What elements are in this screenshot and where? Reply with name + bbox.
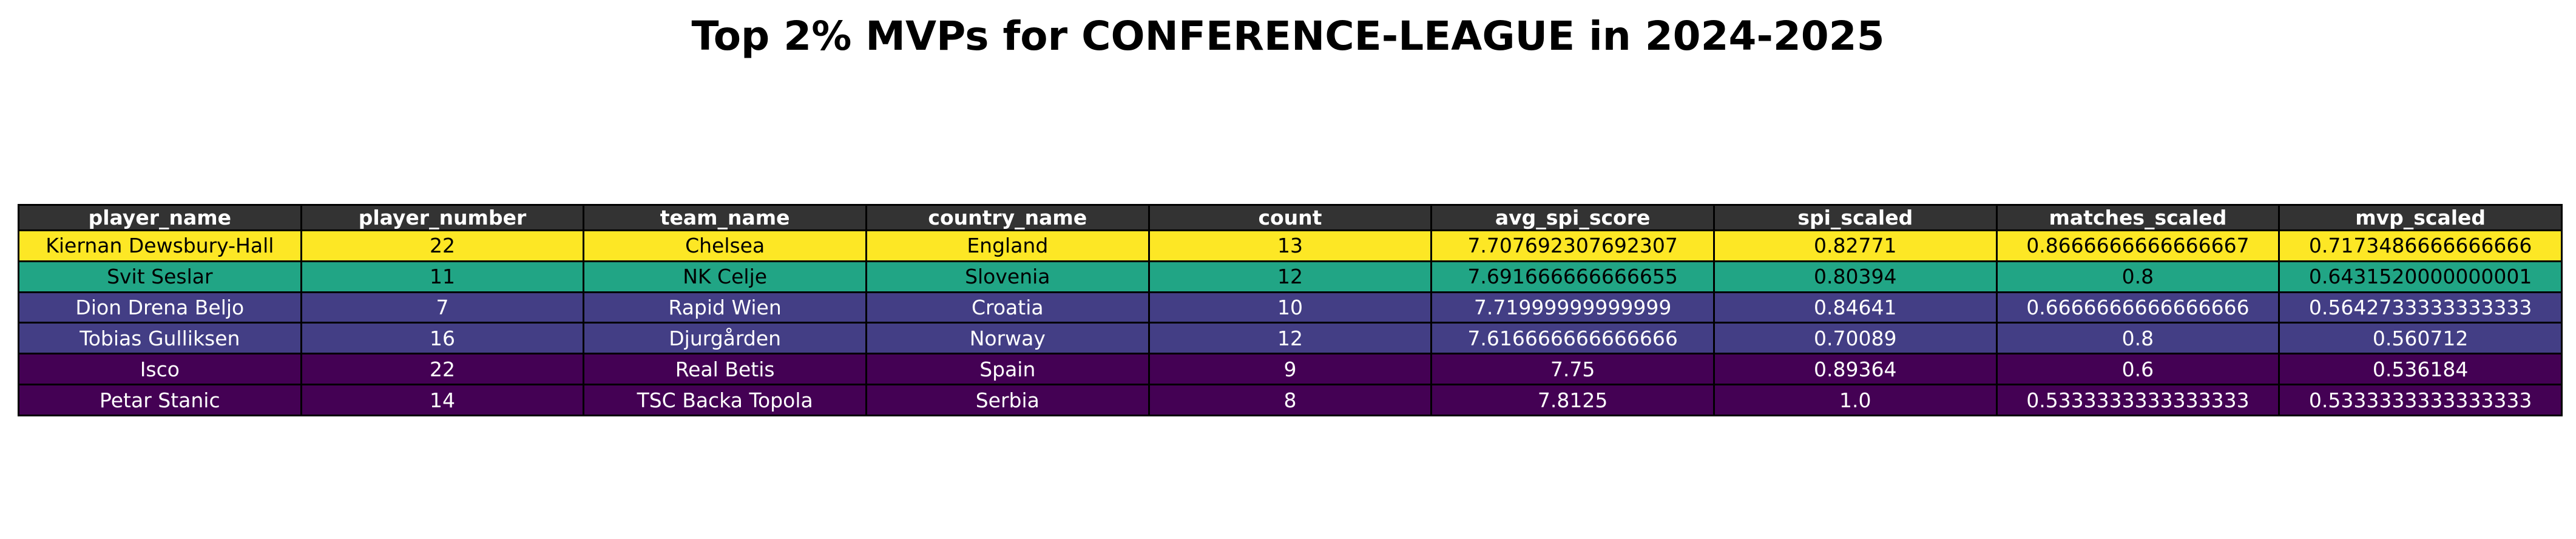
table-row: Svit Seslar 11 NK Celje Slovenia 12 7.6916666… [18,260,2563,293]
table-cell-country-name: Spain [865,353,1150,386]
table-cell-count: 8 [1148,384,1433,416]
table-cell-avg-spi-score: 7.707692307692307 [1430,229,1715,262]
column-header-matches-scaled: matches_scaled [1995,204,2280,231]
table-cell-country-name: Norway [865,322,1150,355]
table-cell-spi-scaled: 0.80394 [1712,260,1998,293]
table-cell-country-name: Slovenia [865,260,1150,293]
table-cell-count: 12 [1148,322,1433,355]
table-cell-mvp-scaled: 0.7173486666666666 [2278,229,2563,262]
table-cell-player-number: 22 [300,353,585,386]
column-header-team-name: team_name [583,204,867,231]
table-cell-matches-scaled: 0.5333333333333333 [1995,384,2280,416]
table-cell-country-name: Croatia [865,291,1150,324]
table-cell-player-number: 7 [300,291,585,324]
table-cell-mvp-scaled: 0.5642733333333333 [2278,291,2563,324]
table-cell-spi-scaled: 0.89364 [1712,353,1998,386]
table-cell-country-name: Serbia [865,384,1150,416]
table-cell-team-name: TSC Backa Topola [583,384,867,416]
column-header-count: count [1148,204,1433,231]
table-cell-matches-scaled: 0.6666666666666666 [1995,291,2280,324]
table-header: player_name player_number team_name country… [18,204,2563,231]
column-header-mvp-scaled: mvp_scaled [2278,204,2563,231]
table-cell-avg-spi-score: 7.8125 [1430,384,1715,416]
column-header-avg-spi-score: avg_spi_score [1430,204,1715,231]
table-cell-mvp-scaled: 0.5333333333333333 [2278,384,2563,416]
table-row: Kiernan Dewsbury-Hall 22 Chelsea England 13 7… [18,229,2563,262]
table-cell-matches-scaled: 0.6 [1995,353,2280,386]
column-header-player-number: player_number [300,204,585,231]
table-cell-spi-scaled: 0.84641 [1712,291,1998,324]
table-cell-team-name: Chelsea [583,229,867,262]
table-cell-count: 10 [1148,291,1433,324]
table-cell-mvp-scaled: 0.536184 [2278,353,2563,386]
table-cell-country-name: England [865,229,1150,262]
table-cell-mvp-scaled: 0.6431520000000001 [2278,260,2563,293]
table-cell-player-number: 14 [300,384,585,416]
table-row: Petar Stanic 14 TSC Backa Topola Serbia 8 7.8… [18,384,2563,416]
table-row: Tobias Gulliksen 16 Djurgården Norway 12 7.61… [18,322,2563,355]
table-cell-avg-spi-score: 7.691666666666655 [1430,260,1715,293]
table-cell-player-name: Isco [18,353,302,386]
mvp-table: player_name player_number team_name country… [18,204,2563,416]
table-cell-count: 12 [1148,260,1433,293]
chart-title: Top 2% MVPs for CONFERENCE-LEAGUE in 202… [691,13,1885,59]
table-cell-player-name: Tobias Gulliksen [18,322,302,355]
table-cell-mvp-scaled: 0.560712 [2278,322,2563,355]
table-cell-player-number: 11 [300,260,585,293]
header-row: player_name player_number team_name country… [18,204,2563,231]
table-cell-avg-spi-score: 7.616666666666666 [1430,322,1715,355]
table-cell-avg-spi-score: 7.75 [1430,353,1715,386]
table-cell-spi-scaled: 0.70089 [1712,322,1998,355]
table-cell-team-name: NK Celje [583,260,867,293]
table-cell-spi-scaled: 1.0 [1712,384,1998,416]
table-cell-player-number: 22 [300,229,585,262]
table-row: Isco 22 Real Betis Spain 9 7.75 0.89364 0.6 0.53… [18,353,2563,386]
table-cell-matches-scaled: 0.8 [1995,322,2280,355]
table-cell-team-name: Real Betis [583,353,867,386]
table-body: Kiernan Dewsbury-Hall 22 Chelsea England 13 7… [18,229,2563,416]
table-row: Dion Drena Beljo 7 Rapid Wien Croatia 10 7.71… [18,291,2563,324]
table-cell-avg-spi-score: 7.71999999999999 [1430,291,1715,324]
table-cell-player-name: Petar Stanic [18,384,302,416]
column-header-country-name: country_name [865,204,1150,231]
table-cell-team-name: Rapid Wien [583,291,867,324]
table-cell-player-name: Svit Seslar [18,260,302,293]
table-cell-count: 13 [1148,229,1433,262]
column-header-player-name: player_name [18,204,302,231]
table-cell-player-name: Kiernan Dewsbury-Hall [18,229,302,262]
table-cell-matches-scaled: 0.8666666666666667 [1995,229,2280,262]
table-cell-count: 9 [1148,353,1433,386]
table-cell-team-name: Djurgården [583,322,867,355]
table-cell-spi-scaled: 0.82771 [1712,229,1998,262]
table-cell-player-number: 16 [300,322,585,355]
mvp-table-container: player_name player_number team_name country… [18,204,2563,416]
column-header-spi-scaled: spi_scaled [1712,204,1998,231]
table-cell-matches-scaled: 0.8 [1995,260,2280,293]
table-cell-player-name: Dion Drena Beljo [18,291,302,324]
